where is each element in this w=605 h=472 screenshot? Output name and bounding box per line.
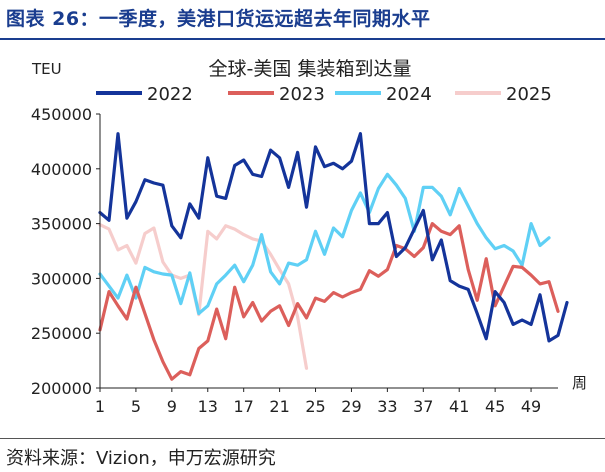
line-chart: TEU 全球-美国 集装箱到达量 2022 2023 2024 2025 200000… [31, 58, 587, 416]
y-axis-label: TEU [31, 60, 62, 78]
y-tick-label: 400000 [31, 160, 92, 179]
chart-title: 全球-美国 集装箱到达量 [209, 58, 412, 80]
series-line-2025 [98, 223, 309, 370]
y-tick-label: 250000 [31, 324, 92, 343]
legend-item-2024: 2024 [335, 84, 432, 105]
x-axis-label: 周 [572, 374, 587, 392]
legend-item-2022: 2022 [96, 84, 193, 105]
x-tick-label: 29 [341, 397, 361, 416]
figure-title: 图表 26：一季度，美港口货运远超去年同期水平 [6, 8, 431, 30]
x-tick-label: 13 [198, 397, 218, 416]
y-tick-label: 450000 [31, 105, 92, 124]
x-tick-label: 5 [131, 397, 141, 416]
source-note: 资料来源：Vizion，申万宏源研究 [6, 448, 276, 469]
legend-item-2025: 2025 [455, 84, 552, 105]
x-tick-label: 17 [234, 397, 254, 416]
series-layer [98, 132, 569, 381]
legend-item-2023: 2023 [228, 84, 325, 105]
x-tick-label: 25 [305, 397, 325, 416]
x-tick-label: 1 [95, 397, 105, 416]
y-tick-label: 200000 [31, 379, 92, 398]
x-tick-label: 41 [449, 397, 469, 416]
y-tick-label: 350000 [31, 215, 92, 234]
legend-label: 2024 [386, 84, 432, 105]
x-tick-label: 49 [521, 397, 541, 416]
series-line-2022 [98, 132, 569, 343]
series-line-2023 [98, 222, 560, 381]
legend-label: 2025 [506, 84, 552, 105]
legend: 2022 2023 2024 2025 [96, 84, 552, 105]
x-tick-label: 33 [377, 397, 397, 416]
x-tick-label: 37 [413, 397, 433, 416]
x-tick-label: 45 [485, 397, 505, 416]
x-tick-label: 21 [269, 397, 289, 416]
axes: 200000 250000 300000 350000 400000 450000 1 5 9 1… [31, 105, 558, 416]
y-tick-label: 300000 [31, 269, 92, 288]
source-divider [0, 438, 605, 439]
series-line-2024 [98, 172, 551, 316]
x-tick-label: 9 [167, 397, 177, 416]
title-divider [0, 38, 605, 40]
legend-label: 2022 [147, 84, 193, 105]
legend-label: 2023 [279, 84, 325, 105]
